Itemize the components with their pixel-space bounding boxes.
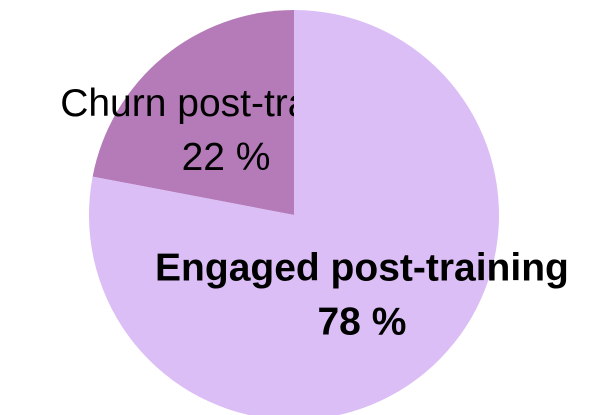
pie-slice — [89, 10, 499, 415]
slice-value-label: 78 % — [317, 300, 406, 343]
slice-label: Engaged post-training — [155, 246, 569, 289]
slice-value-label: 22 % — [182, 136, 271, 179]
pie-slice — [92, 10, 295, 215]
